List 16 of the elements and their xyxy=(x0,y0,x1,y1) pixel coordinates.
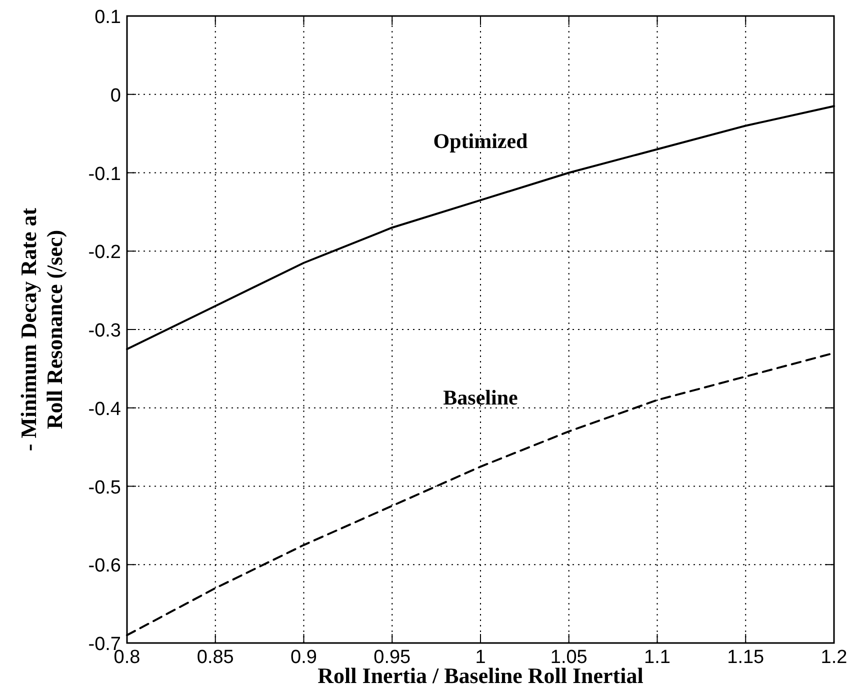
y-tick-label: -0.2 xyxy=(88,242,121,264)
series-label: Baseline xyxy=(443,386,518,410)
x-tick-label: 1.15 xyxy=(727,647,764,668)
y-axis-title: - Minimum Decay Rate at Roll Resonance (/sec) xyxy=(16,207,67,452)
series-label: Optimized xyxy=(433,129,528,154)
y-tick-label: -0.6 xyxy=(88,556,121,577)
y-tick-label: -0.4 xyxy=(88,398,122,420)
y-tick-label: -0.3 xyxy=(88,320,121,342)
y-tick-label: -0.1 xyxy=(88,164,121,185)
x-tick-label: 1.1 xyxy=(644,647,670,668)
y-tick-label: -0.5 xyxy=(88,477,121,498)
x-tick-label: 0.9 xyxy=(290,647,317,668)
y-tick-label: 0 xyxy=(110,85,121,106)
y-tick-label: 0.1 xyxy=(94,7,121,28)
x-tick-label: 0.85 xyxy=(196,647,234,668)
x-tick-label: 1.2 xyxy=(820,647,848,668)
